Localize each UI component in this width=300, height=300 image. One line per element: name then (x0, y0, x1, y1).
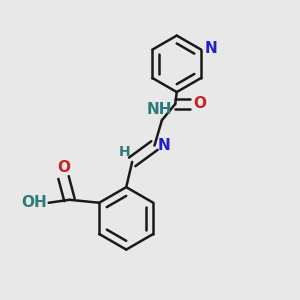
Text: NH: NH (146, 102, 172, 117)
Text: OH: OH (21, 195, 47, 210)
Text: N: N (158, 138, 171, 153)
Text: O: O (193, 96, 206, 111)
Text: N: N (204, 41, 217, 56)
Text: O: O (57, 160, 70, 175)
Text: H: H (119, 145, 131, 159)
